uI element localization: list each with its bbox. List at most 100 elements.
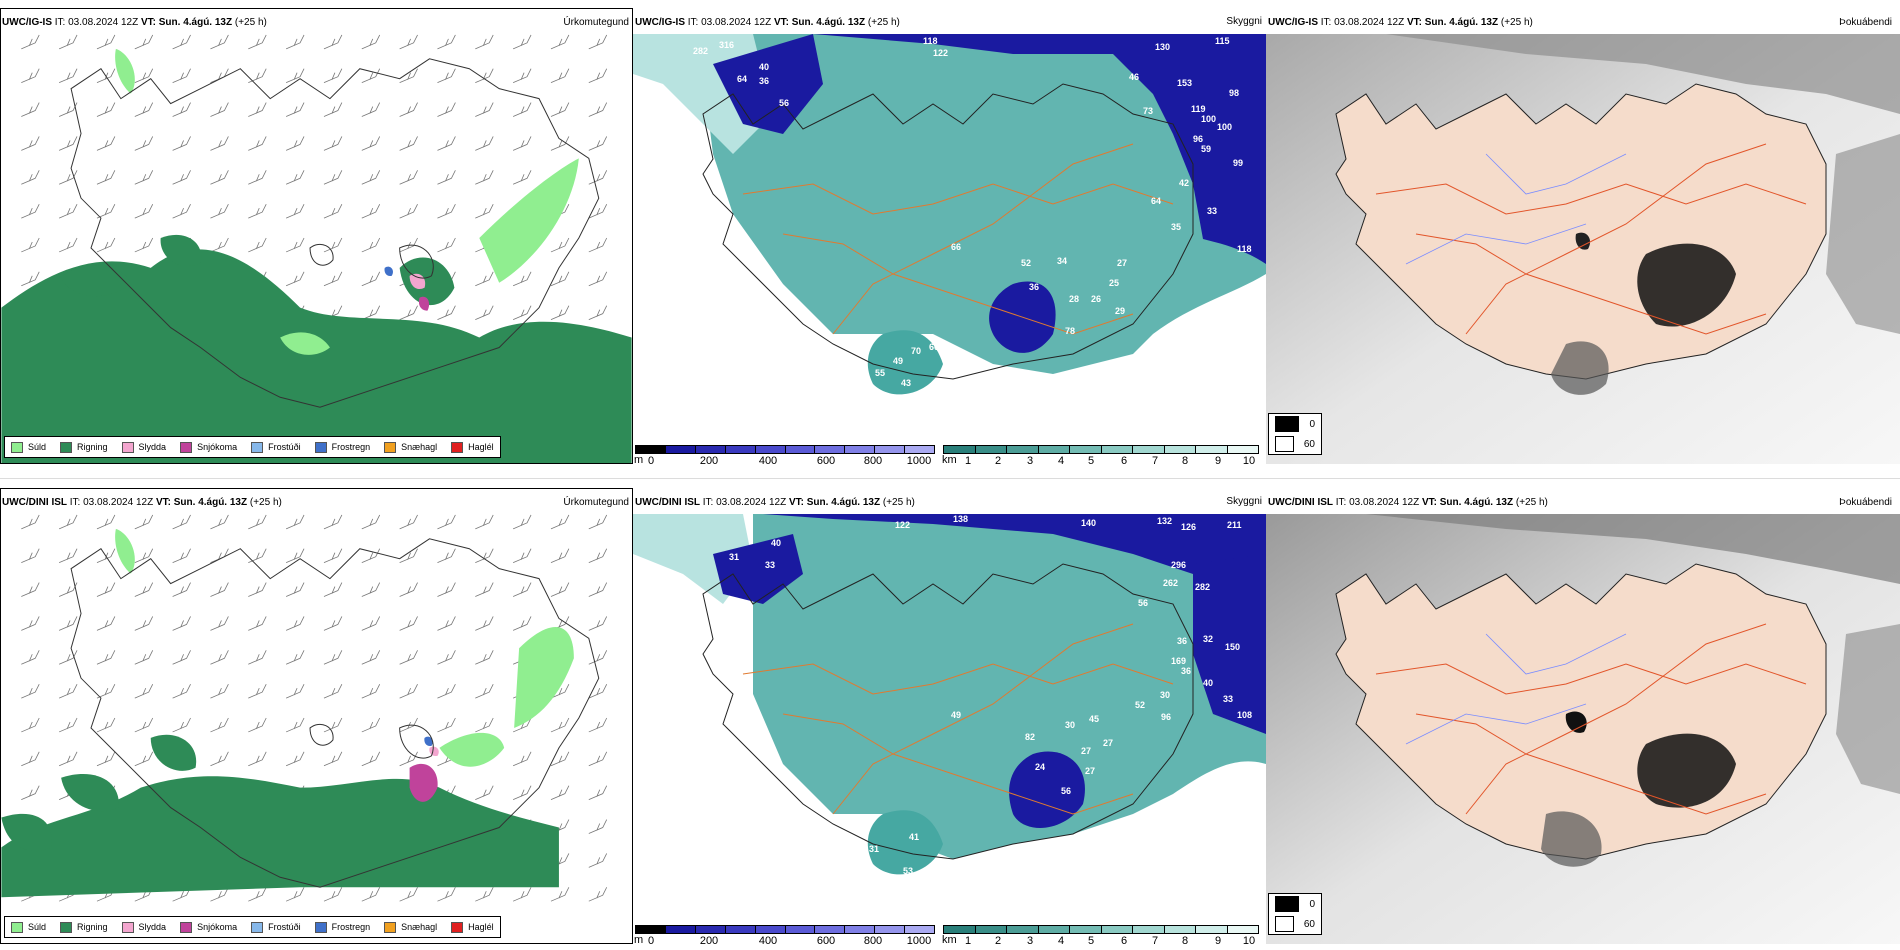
visibility-panel-top: UWC/IG-IS IT: 03.08.2024 12Z VT: Sun. 4.… <box>633 8 1266 464</box>
fog-legend-swatch <box>1275 416 1300 432</box>
panel-header: UWC/IG-IS IT: 03.08.2024 12Z VT: Sun. 4.… <box>635 17 900 28</box>
visibility-value-label: 36 <box>759 76 769 86</box>
altitude-unit: m <box>634 934 644 944</box>
legend-item: Rigning <box>60 441 108 453</box>
tick-label: 5 <box>1087 455 1095 464</box>
legend-item: Snjókoma <box>180 921 238 933</box>
visibility-value-label: 99 <box>1233 158 1243 168</box>
tick-label: 7 <box>1151 455 1159 464</box>
visibility-value-label: 49 <box>951 710 961 720</box>
visibility-value-label: 52 <box>1135 700 1145 710</box>
legend-swatch <box>251 441 264 453</box>
visibility-value-label: 262 <box>1163 578 1178 588</box>
tick-label: 800 <box>863 455 883 464</box>
legend-swatch <box>11 921 23 933</box>
precip-areas <box>1 528 574 898</box>
visibility-bar <box>943 925 1259 934</box>
visibility-value-label: 64 <box>737 74 747 84</box>
tick-label: 400 <box>758 935 778 944</box>
visibility-value-label: 126 <box>1181 522 1196 532</box>
visibility-value-label: 30 <box>1160 690 1170 700</box>
legend-label: Snæhagl <box>401 442 438 452</box>
visibility-value-label: 55 <box>875 368 885 378</box>
tick-label: 6 <box>1120 935 1128 944</box>
init-time: IT: 03.08.2024 12Z <box>687 17 772 28</box>
panel-label: Úrkomutegund <box>563 17 629 28</box>
valid-time-label: VT: <box>773 17 789 28</box>
init-time: IT: 03.08.2024 12Z <box>1335 497 1420 508</box>
altitude-unit: m <box>634 454 644 464</box>
legend-swatch <box>60 921 73 933</box>
legend-item: Haglél <box>451 921 494 933</box>
fog-legend-swatch <box>1275 436 1294 452</box>
visibility-value-label: 27 <box>1081 746 1091 756</box>
valid-time-label: VT: <box>1421 497 1437 508</box>
visibility-value-label: 21 <box>861 336 871 346</box>
visibility-value-label: 169 <box>1171 656 1186 666</box>
visibility-value-label: 36 <box>1177 636 1187 646</box>
panel-label: Skyggni <box>1226 496 1262 507</box>
valid-time: Sun. 4.ágú. 13Z <box>1439 497 1514 508</box>
precip-areas <box>1 48 632 463</box>
fog-legend-row: 0 <box>1269 414 1321 434</box>
visibility-value-label: 118 <box>923 36 938 46</box>
visibility-value-label: 27 <box>1117 258 1127 268</box>
panel-header: UWC/IG-IS IT: 03.08.2024 12Z VT: Sun. 4.… <box>1268 17 1533 28</box>
visibility-value-label: 316 <box>719 40 734 50</box>
init-time: IT: 03.08.2024 12Z <box>1320 17 1405 28</box>
valid-time: Sun. 4.ágú. 13Z <box>158 17 233 28</box>
legend-label: Snjókoma <box>197 922 238 932</box>
legend-item: Súld <box>11 921 46 933</box>
visibility-unit: km <box>942 934 957 944</box>
tick-label: 8 <box>1181 455 1189 464</box>
visibility-value-label: 31 <box>729 552 739 562</box>
lead-time: (+25 h) <box>234 17 267 28</box>
valid-time: Sun. 4.ágú. 13Z <box>1424 17 1499 28</box>
legend-label: Slydda <box>138 442 167 452</box>
visibility-value-label: 35 <box>1171 222 1181 232</box>
legend-label: Haglél <box>468 442 494 452</box>
visibility-value-label: 282 <box>1195 582 1210 592</box>
fog-legend-row: 60 <box>1269 914 1321 934</box>
visibility-value-label: 25 <box>1109 278 1119 288</box>
visibility-panel-bottom: UWC/DINI ISL IT: 03.08.2024 12Z VT: Sun.… <box>633 488 1266 944</box>
visibility-colorbar: km 1 2 3 4 5 6 7 8 9 10 <box>942 445 1259 464</box>
legend-label: Frostregn <box>331 442 371 452</box>
visibility-value-label: 115 <box>1215 36 1230 46</box>
visibility-value-label: 100 <box>1201 114 1216 124</box>
fog-legend-value: 60 <box>1303 438 1315 450</box>
visibility-value-label: 56 <box>1061 786 1071 796</box>
fog-map[interactable] <box>1266 34 1900 464</box>
precip-type-map[interactable] <box>0 488 633 944</box>
tick-label: 1000 <box>906 455 932 464</box>
legend-item: Snjókoma <box>180 441 237 453</box>
legend-label: Rigning <box>77 442 108 452</box>
tick-label: 800 <box>863 935 883 944</box>
init-time: IT: 03.08.2024 12Z <box>69 497 154 508</box>
visibility-value-label: 30 <box>1065 720 1075 730</box>
model-name: UWC/DINI ISL <box>2 497 67 508</box>
visibility-value-label: 59 <box>1201 144 1211 154</box>
visibility-value-label: 138 <box>953 514 968 524</box>
legend-item: Súld <box>11 441 46 453</box>
legend-swatch <box>451 441 464 453</box>
valid-time-label: VT: <box>140 17 156 28</box>
visibility-colorbar: km 1 2 3 4 5 6 7 8 9 10 <box>942 925 1259 944</box>
legend-item: Snæhagl <box>384 921 437 933</box>
altitude-colorbar: m 0 200 400 600 800 1000 <box>634 925 935 944</box>
visibility-value-label: 50 <box>873 872 883 882</box>
legend-swatch <box>180 921 193 933</box>
fog-map[interactable] <box>1266 514 1900 944</box>
visibility-value-label: 24 <box>1035 762 1045 772</box>
precip-type-map[interactable] <box>0 8 633 464</box>
panel-label: Úrkomutegund <box>563 497 629 508</box>
model-name: UWC/DINI ISL <box>1268 497 1333 508</box>
tick-label: 1 <box>964 935 972 944</box>
legend-item: Haglél <box>451 441 494 453</box>
precip-type-legend: Súld Rigning Slydda Snjókoma Frostúði Fr… <box>4 436 501 458</box>
visibility-value-label: 28 <box>1069 294 1079 304</box>
altitude-bar <box>635 925 935 934</box>
visibility-value-label: 26 <box>1091 294 1101 304</box>
